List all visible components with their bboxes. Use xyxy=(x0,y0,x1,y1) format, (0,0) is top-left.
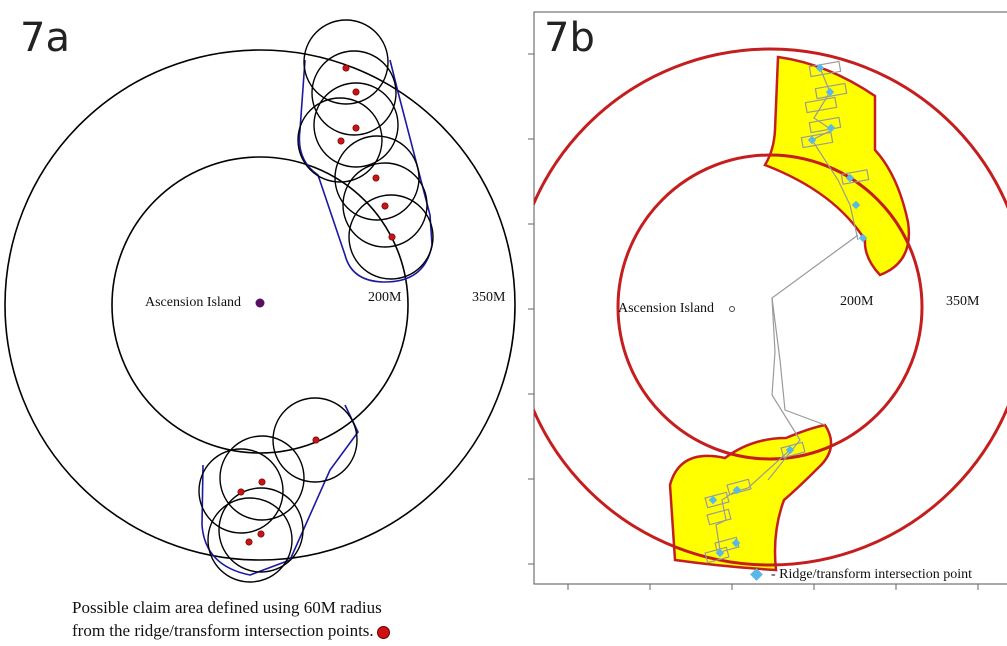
ascension-island-marker xyxy=(255,298,265,308)
ridge-segment xyxy=(840,169,870,185)
intersection-point xyxy=(257,530,265,538)
ridge-segment xyxy=(780,441,806,459)
intersection-point xyxy=(258,478,266,486)
ring-label-200m-b: 200M xyxy=(840,294,874,309)
ascension-island-label-b: Ascension Island xyxy=(618,301,715,316)
ridge-segment xyxy=(800,131,834,149)
map-frame xyxy=(533,11,1007,585)
buffer-circle xyxy=(334,135,420,221)
buffer-circles-south xyxy=(198,397,358,583)
claim-area-south xyxy=(668,423,833,572)
figure-caption-7a: Possible claim area defined using 60M ra… xyxy=(72,596,492,642)
caption-line-1: Possible claim area defined using 60M ra… xyxy=(72,598,382,617)
claim-area-north xyxy=(763,55,911,277)
intersection-point xyxy=(237,488,245,496)
intersection-point xyxy=(352,124,360,132)
ridge-segment xyxy=(704,491,730,509)
panel-label-7a: 7a xyxy=(20,15,70,61)
ascension-island-marker-b xyxy=(729,306,735,312)
buffer-circle xyxy=(303,19,389,105)
buffer-circle xyxy=(272,397,358,483)
panel-7b: 7b Ascension Island 200M 350M - Ridge/tr… xyxy=(520,0,1007,646)
buffer-circle xyxy=(207,497,293,583)
panel-label-7b: 7b xyxy=(544,15,595,61)
ridge-segment xyxy=(706,508,732,526)
intersection-point xyxy=(381,202,389,210)
buffer-circle xyxy=(219,435,305,521)
ridge-transform-lines xyxy=(704,60,870,564)
ring-label-200m: 200M xyxy=(368,290,402,305)
ridge-segment xyxy=(808,116,842,134)
intersection-diamond xyxy=(785,445,795,455)
ridge-segment xyxy=(726,478,752,496)
intersection-points-a xyxy=(237,64,396,546)
ridge-segment xyxy=(808,60,842,78)
intersection-point xyxy=(342,64,350,72)
panel-7a-map xyxy=(4,19,516,583)
caption-line-2-text: from the ridge/transform intersection po… xyxy=(72,621,374,640)
outer-350m-ring-b xyxy=(534,47,1007,567)
panel-7a: 7a Ascension Island 200M 350M Possible c… xyxy=(4,15,516,642)
intersection-diamond xyxy=(708,495,718,505)
intersection-point xyxy=(372,174,380,182)
diamond-legend-icon xyxy=(750,568,763,582)
ascension-island-label: Ascension Island xyxy=(145,295,242,310)
ridge-segment xyxy=(814,82,848,100)
buffer-circle xyxy=(198,448,284,534)
frame-ticks xyxy=(528,53,979,590)
intersection-point xyxy=(337,137,345,145)
intersection-point xyxy=(312,436,320,444)
baseline-path xyxy=(771,234,859,426)
claim-envelope-south xyxy=(201,404,359,576)
ring-label-350m: 350M xyxy=(472,290,506,305)
outer-350m-ring xyxy=(4,49,516,561)
panel-7b-map xyxy=(528,11,1007,590)
map-legend: - Ridge/transform intersection point xyxy=(750,567,973,583)
buffer-circle xyxy=(313,82,399,168)
buffer-circle xyxy=(218,487,304,573)
ring-label-350m-b: 350M xyxy=(946,294,980,309)
buffer-circle xyxy=(311,50,397,136)
intersection-diamond xyxy=(732,485,742,495)
ridge-line-south xyxy=(715,449,791,551)
buffer-circles-north xyxy=(297,19,434,280)
buffer-circle xyxy=(342,162,428,248)
buffer-circle xyxy=(348,194,434,280)
intersection-point xyxy=(388,233,396,241)
buffer-circle xyxy=(297,97,383,183)
inner-200m-ring-b xyxy=(616,153,924,461)
caption-line-2: from the ridge/transform intersection po… xyxy=(72,619,492,642)
intersection-point xyxy=(245,538,253,546)
legend-label: - Ridge/transform intersection point xyxy=(771,567,973,582)
intersection-point xyxy=(352,88,360,96)
claim-envelope-north xyxy=(298,59,433,283)
ridge-segment xyxy=(704,546,730,564)
ridge-segment xyxy=(804,96,838,114)
red-point-legend-icon xyxy=(376,625,390,639)
